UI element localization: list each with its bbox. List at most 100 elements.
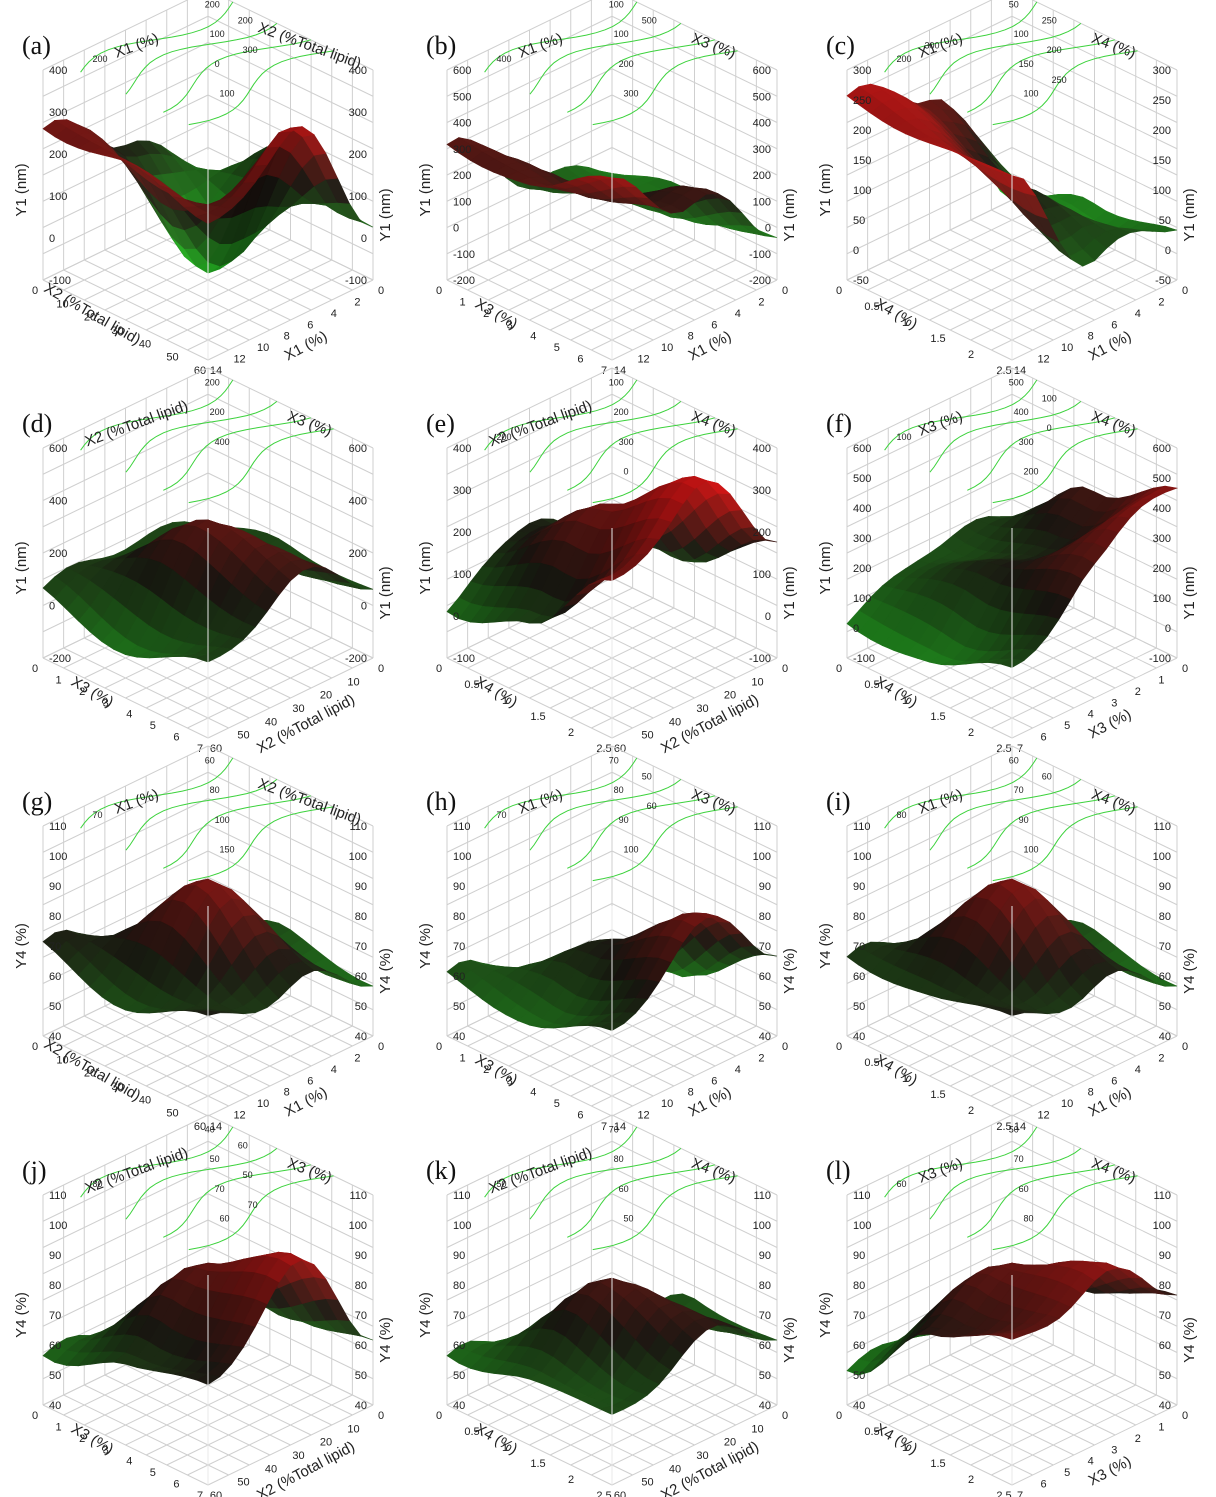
y-tick-label: 7 — [197, 743, 203, 755]
z-tick-label: 0 — [453, 611, 459, 623]
z-tick-label: 400 — [1153, 503, 1171, 515]
z-tick-label: 300 — [853, 65, 871, 77]
y-axis-title-top: X2 (%Total lipid) — [256, 775, 364, 828]
x-tick-label: 6 — [711, 1075, 717, 1087]
y-tick-label: 10 — [56, 298, 68, 310]
x-tick-label: 4 — [331, 1064, 337, 1076]
contour-label: 500 — [1009, 378, 1024, 388]
surface-chart: 6080100150700246810121401020304050604040… — [13, 745, 394, 1133]
contour-label: 100 — [1024, 88, 1039, 98]
x-tick-label: 8 — [688, 1087, 694, 1099]
contour-label: 50 — [1009, 1125, 1019, 1135]
z-tick-label: -200 — [749, 275, 771, 287]
y-axis-title: X3 (%) — [472, 1051, 520, 1089]
contour-label: 100 — [210, 29, 225, 39]
z-tick-label: 0 — [853, 623, 859, 635]
z-tick-label: 80 — [355, 1280, 367, 1292]
contour-label: 200 — [614, 407, 629, 417]
z-tick-label: 90 — [1159, 1250, 1171, 1262]
z-tick-label: 50 — [49, 1370, 61, 1382]
z-tick-label: -100 — [49, 275, 71, 287]
z-tick-label: 60 — [1159, 971, 1171, 983]
contour-label: 80 — [93, 1179, 103, 1189]
z-tick-label: -50 — [853, 275, 869, 287]
z-tick-label: 70 — [853, 941, 865, 953]
z-tick-label: 100 — [49, 1220, 67, 1232]
x-tick-label: 10 — [751, 1423, 763, 1435]
y-tick-label: 6 — [577, 354, 583, 366]
x-tick-label: 5 — [1064, 1467, 1070, 1479]
x-tick-label: 8 — [688, 331, 694, 343]
contour-label: 300 — [619, 437, 634, 447]
y-tick-label: 4 — [530, 1087, 536, 1099]
z-tick-label: 400 — [453, 443, 471, 455]
contour-label: 60 — [619, 1184, 629, 1194]
contour-label: 300 — [243, 45, 258, 55]
z-axis-title-left: Y4 (%) — [13, 923, 30, 969]
y-tick-label: 7 — [197, 1490, 203, 1497]
x-tick-label: 10 — [347, 676, 359, 688]
contour-label: 80 — [897, 810, 907, 820]
z-axis-title-right: Y4 (%) — [1181, 1317, 1198, 1363]
z-tick-label: 500 — [853, 473, 871, 485]
contour-label: 70 — [93, 810, 103, 820]
z-tick-label: 50 — [49, 1001, 61, 1013]
contour-label: 0 — [215, 59, 220, 69]
z-tick-label: 40 — [49, 1031, 61, 1043]
z-tick-label: 100 — [453, 1220, 471, 1232]
contour-label: 60 — [205, 756, 215, 766]
y-tick-label: 50 — [166, 352, 178, 364]
x-axis-title-top: X1 (%) — [516, 786, 565, 818]
z-tick-label: 300 — [853, 533, 871, 545]
contour-label: 200 — [1024, 466, 1039, 476]
contour-label: 200 — [205, 378, 220, 388]
contour-label: 200 — [210, 407, 225, 417]
z-tick-label: -100 — [1149, 653, 1171, 665]
x-tick-label: 10 — [751, 676, 763, 688]
z-tick-label: 400 — [49, 65, 67, 77]
contour-label: 150 — [1019, 59, 1034, 69]
y-axis-title-top: X2 (%Total lipid) — [256, 19, 364, 72]
z-tick-label: 60 — [853, 1340, 865, 1352]
z-tick-label: 200 — [753, 170, 771, 182]
z-tick-label: 50 — [1159, 215, 1171, 227]
contour-lines: 50 100 150 100 200 250 200 250 300 — [884, 0, 1138, 126]
x-tick-label: 60 — [210, 1490, 222, 1497]
x-tick-label: 0 — [782, 663, 788, 675]
z-tick-label: 600 — [453, 65, 471, 77]
x-tick-label: 1 — [1158, 1421, 1164, 1433]
contour-lines: 50 70 60 80 60 — [884, 1125, 1138, 1251]
contour-label: 50 — [1009, 0, 1019, 10]
z-tick-label: 90 — [49, 881, 61, 893]
z-tick-label: 70 — [759, 941, 771, 953]
z-tick-label: 300 — [1153, 65, 1171, 77]
z-tick-label: 100 — [349, 1220, 367, 1232]
surface-panel-k: 70 80 60 50 50 0 10 20 30 40 50 60 0 0.5 1 1.5 2 2.5 40 40 5… — [412, 1114, 812, 1497]
contour-label: 80 — [210, 785, 220, 795]
x-tick-label: 14 — [1014, 1121, 1026, 1133]
x-tick-label: 5 — [1064, 720, 1070, 732]
z-tick-label: 110 — [753, 821, 771, 833]
z-tick-label: 250 — [1153, 95, 1171, 107]
contour-label: 60 — [1009, 756, 1019, 766]
x-tick-label: 0 — [782, 1041, 788, 1053]
z-tick-label: 50 — [355, 1370, 367, 1382]
panel-letter: (a) — [22, 31, 51, 60]
x-tick-label: 3 — [1111, 697, 1117, 709]
z-tick-label: 40 — [853, 1031, 865, 1043]
z-tick-label: 0 — [1165, 623, 1171, 635]
z-tick-label: 110 — [853, 1190, 871, 1202]
y-tick-label: 2 — [483, 308, 489, 320]
y-tick-label: 2.5 — [996, 1121, 1011, 1133]
x-tick-label: 4 — [1135, 308, 1141, 320]
z-axis-title-right: Y4 (%) — [781, 948, 798, 994]
z-tick-label: 200 — [49, 149, 67, 161]
y-tick-label: 0 — [32, 285, 38, 297]
y-tick-label: 6 — [173, 732, 179, 744]
z-tick-label: 110 — [49, 1190, 67, 1202]
contour-label: 80 — [1024, 1213, 1034, 1223]
z-tick-label: 150 — [1153, 155, 1171, 167]
z-tick-label: 600 — [853, 443, 871, 455]
z-tick-label: 200 — [753, 527, 771, 539]
